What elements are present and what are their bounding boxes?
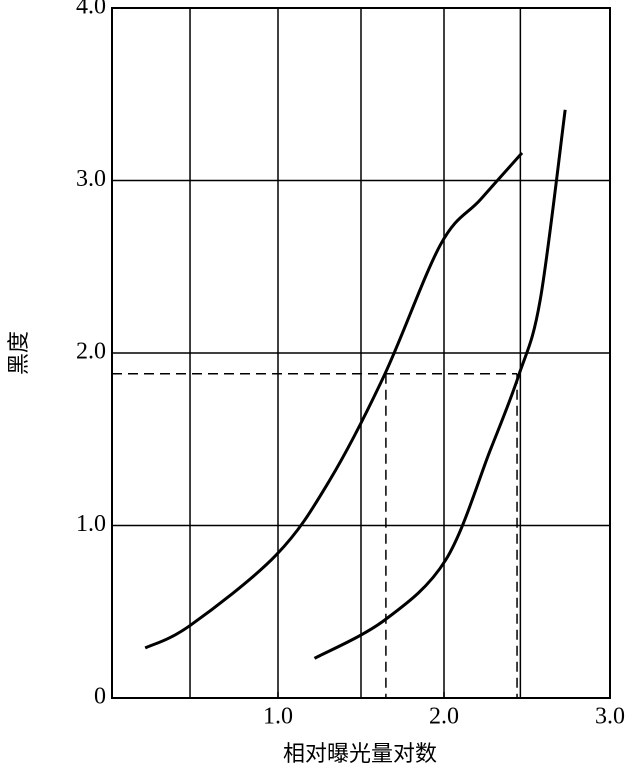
x-axis-label: 相对曝光量对数 (283, 742, 437, 767)
x-tick-label: 1.0 (263, 704, 293, 730)
y-tick-label: 4.0 (76, 0, 106, 20)
y-tick-label: 2.0 (76, 339, 106, 365)
y-tick-label: 3.0 (76, 166, 106, 192)
y-axis-label: 黑度 (7, 331, 32, 375)
curve (144, 151, 524, 650)
x-tick-label: 3.0 (595, 704, 625, 730)
curve (313, 109, 567, 660)
y-tick-label: 1.0 (76, 511, 106, 537)
y-tick-label: 0 (94, 684, 106, 710)
x-tick-label: 2.0 (429, 704, 459, 730)
plot-frame (111, 7, 611, 699)
